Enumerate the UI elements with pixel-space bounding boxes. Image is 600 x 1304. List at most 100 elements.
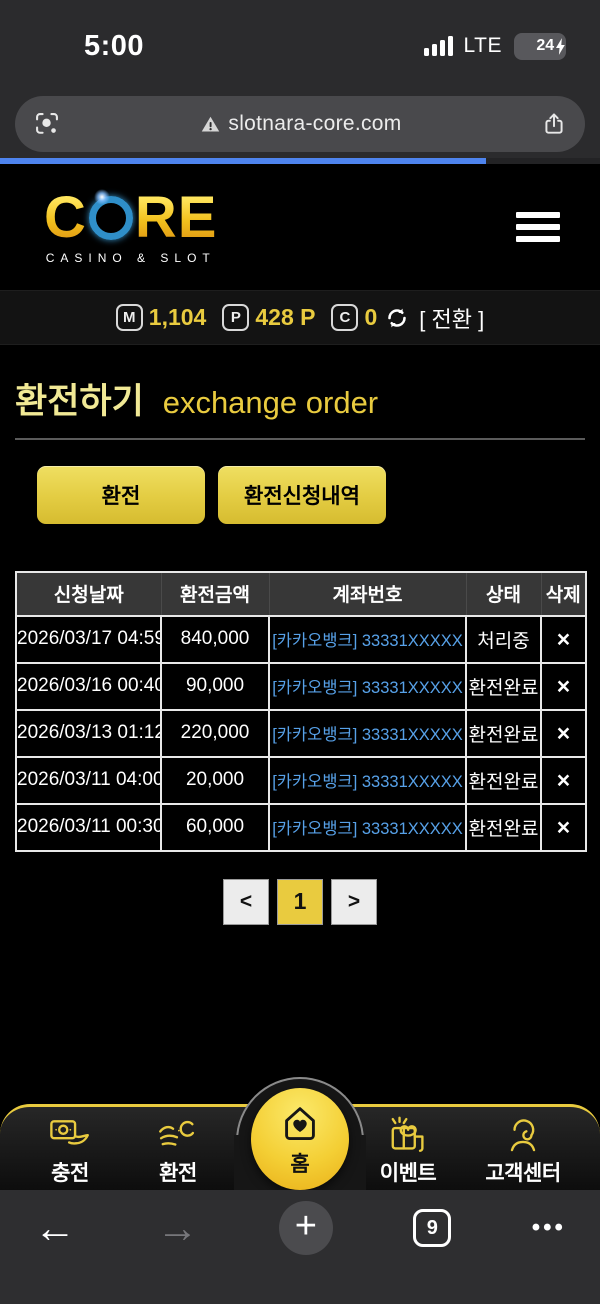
- table-header-row: 신청날짜 환전금액 계좌번호 상태 삭제: [15, 571, 587, 617]
- header-date: 신청날짜: [15, 571, 162, 617]
- pagination: < 1 >: [0, 878, 600, 925]
- coin-value: 0: [364, 304, 378, 330]
- page-title: 환전하기 exchange order: [15, 382, 585, 422]
- logo-sparkle-icon: [93, 189, 110, 205]
- cell-amount: 840,000: [160, 614, 270, 664]
- back-icon[interactable]: ←: [34, 1204, 76, 1251]
- cell-account-link[interactable]: [카카오뱅크] 33331XXXXX: [268, 802, 467, 852]
- deposit-money-icon: [50, 1120, 89, 1145]
- menu-hamburger-icon[interactable]: [516, 206, 560, 248]
- page-load-progress-track: [0, 158, 600, 164]
- cell-status: 환전완료: [465, 802, 542, 852]
- coin-balance: C 0: [331, 304, 377, 331]
- point-icon: P: [222, 304, 250, 331]
- table-row: 2026/03/16 00:40 90,000 [카카오뱅크] 33331XXX…: [15, 661, 587, 711]
- cell-status: 환전완료: [465, 755, 542, 805]
- not-secure-warning-icon: [202, 116, 220, 131]
- new-tab-icon[interactable]: +: [278, 1201, 333, 1255]
- page-title-english: exchange order: [162, 385, 379, 420]
- pagination-page-1[interactable]: 1: [277, 878, 323, 925]
- point-balance: P 428 P: [222, 304, 315, 331]
- nav-label-support: 고객센터: [485, 1162, 561, 1185]
- cell-status: 환전완료: [465, 661, 542, 711]
- home-heart-icon: [285, 1106, 315, 1140]
- nav-item-home[interactable]: 홈: [251, 1088, 349, 1190]
- status-time: 5:00: [84, 29, 145, 62]
- status-bar: 5:00 LTE 24: [0, 0, 600, 78]
- convert-button[interactable]: [ 전환 ]: [419, 306, 485, 332]
- pagination-prev-button[interactable]: <: [223, 878, 269, 925]
- more-options-icon[interactable]: •••: [531, 1214, 566, 1241]
- table-row: 2026/03/11 04:00 20,000 [카카오뱅크] 33331XXX…: [15, 755, 587, 805]
- balance-bar: M 1,104 P 428 P C 0 [ 전환 ]: [0, 290, 600, 345]
- nav-label-home: 홈: [290, 1152, 310, 1176]
- money-value: 1,104: [148, 304, 207, 330]
- page-title-korean: 환전하기: [15, 382, 144, 421]
- table-row: 2026/03/13 01:12 220,000 [카카오뱅크] 33331XX…: [15, 708, 587, 758]
- network-type-label: LTE: [463, 34, 502, 57]
- nav-item-support[interactable]: 고객센터: [468, 1114, 578, 1187]
- lens-search-icon[interactable]: [33, 110, 61, 138]
- cell-account-link[interactable]: [카카오뱅크] 33331XXXXX: [268, 755, 467, 805]
- cell-date: 2026/03/11 04:00: [15, 755, 162, 805]
- title-divider: [15, 437, 585, 440]
- nav-label-exchange: 환전: [159, 1162, 197, 1185]
- cell-account-link[interactable]: [카카오뱅크] 33331XXXXX: [268, 661, 467, 711]
- nav-item-charge[interactable]: 충전: [22, 1114, 118, 1187]
- coin-icon: C: [331, 304, 359, 331]
- pagination-next-button[interactable]: >: [331, 878, 377, 925]
- delete-row-button[interactable]: ×: [540, 661, 587, 711]
- forward-icon[interactable]: →: [156, 1204, 199, 1251]
- main-content: 환전하기 exchange order 환전 환전신청내역 신청날짜 환전금액 …: [0, 345, 600, 925]
- nav-label-event: 이벤트: [379, 1162, 437, 1185]
- cell-account-link[interactable]: [카카오뱅크] 33331XXXXX: [268, 708, 467, 758]
- site-logo[interactable]: C RE CASINO & SLOT: [44, 185, 218, 266]
- money-balance: M 1,104: [115, 304, 207, 331]
- nav-item-event[interactable]: 이벤트: [360, 1114, 456, 1187]
- customer-support-icon: [510, 1119, 536, 1152]
- exchange-button[interactable]: 환전: [37, 465, 205, 524]
- site-bottom-nav: 충전 환전 홈 이벤트: [0, 1077, 600, 1195]
- address-bar[interactable]: slotnara-core.com: [15, 96, 585, 152]
- withdraw-coin-icon: [159, 1120, 195, 1146]
- charging-bolt-icon: [556, 37, 566, 55]
- cell-date: 2026/03/13 01:12: [15, 708, 162, 758]
- cell-date: 2026/03/17 04:59: [15, 614, 162, 664]
- refresh-icon[interactable]: [385, 306, 409, 330]
- delete-row-button[interactable]: ×: [540, 755, 587, 805]
- url-text[interactable]: slotnara-core.com: [228, 112, 402, 135]
- battery-percent: 24: [536, 37, 555, 54]
- header-amount: 환전금액: [160, 571, 270, 617]
- cell-date: 2026/03/11 00:30: [15, 802, 162, 852]
- nav-label-charge: 충전: [51, 1162, 89, 1185]
- cell-amount: 220,000: [160, 708, 270, 758]
- exchange-history-button[interactable]: 환전신청내역: [218, 465, 386, 524]
- cell-amount: 60,000: [160, 802, 270, 852]
- delete-row-button[interactable]: ×: [540, 614, 587, 664]
- nav-item-exchange[interactable]: 환전: [130, 1114, 226, 1187]
- exchange-history-table: 신청날짜 환전금액 계좌번호 상태 삭제 2026/03/17 04:59 84…: [15, 570, 587, 852]
- header-delete: 삭제: [540, 571, 587, 617]
- cell-account-link[interactable]: [카카오뱅크] 33331XXXXX: [268, 614, 467, 664]
- action-buttons: 환전 환전신청내역: [37, 465, 585, 524]
- site-header: C RE CASINO & SLOT: [0, 164, 600, 290]
- table-row: 2026/03/17 04:59 840,000 [카카오뱅크] 33331XX…: [15, 614, 587, 664]
- logo-letter-c: C: [44, 185, 87, 250]
- header-status: 상태: [465, 571, 542, 617]
- header-account: 계좌번호: [268, 571, 467, 617]
- tab-switcher-button[interactable]: 9: [413, 1209, 452, 1247]
- logo-letters-re: RE: [134, 185, 218, 250]
- delete-row-button[interactable]: ×: [540, 708, 587, 758]
- browser-bottom-bar: ← → + 9 •••: [0, 1190, 600, 1304]
- logo-subtitle: CASINO & SLOT: [45, 251, 216, 265]
- delete-row-button[interactable]: ×: [540, 802, 587, 852]
- cell-amount: 20,000: [160, 755, 270, 805]
- page-load-progress-bar: [0, 158, 486, 164]
- cell-amount: 90,000: [160, 661, 270, 711]
- battery-icon: 24: [514, 32, 566, 60]
- cell-status: 환전완료: [465, 708, 542, 758]
- cell-date: 2026/03/16 00:40: [15, 661, 162, 711]
- share-icon[interactable]: [541, 111, 567, 137]
- point-value: 428 P: [255, 304, 316, 330]
- signal-strength-icon: [423, 36, 453, 56]
